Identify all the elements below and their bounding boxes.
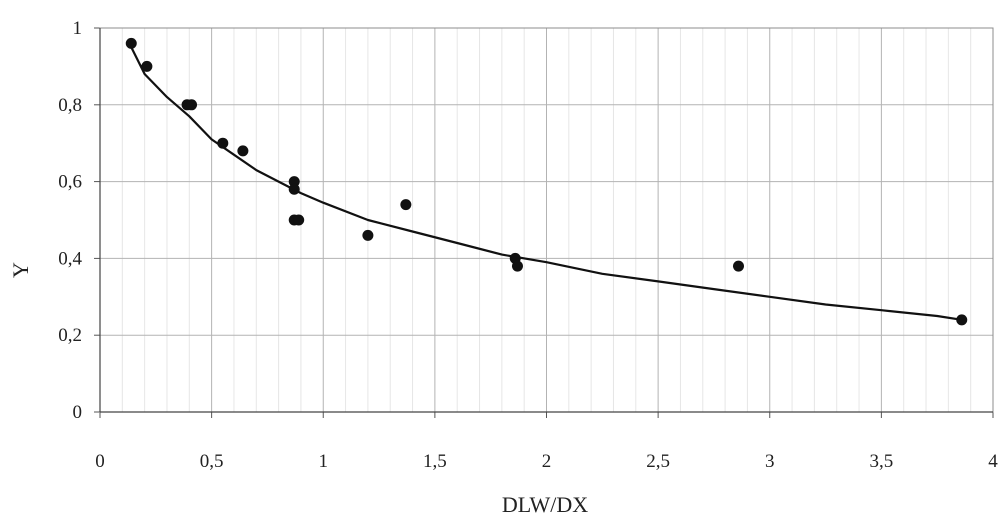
data-points [125, 37, 968, 326]
x-tick-label: 4 [988, 451, 998, 472]
x-tick-label: 1 [319, 451, 329, 472]
x-tick-label: 1,5 [423, 451, 447, 472]
data-point [400, 199, 412, 211]
y-tick-label: 0 [73, 402, 83, 423]
tick-labels: 0 0,5 1 1,5 2 2,5 3 3,5 4 0 0,2 0,4 0,6 0,8 1 [58, 18, 998, 472]
data-point [288, 176, 300, 188]
y-tick-label: 0,2 [58, 325, 82, 346]
data-point [237, 145, 249, 157]
y-tick-label: 0,6 [58, 172, 82, 193]
data-point [125, 37, 137, 49]
y-axis-title: Y [8, 262, 33, 278]
data-point [956, 314, 968, 326]
data-point [288, 183, 300, 195]
axes [94, 27, 994, 418]
data-point [186, 99, 198, 111]
x-tick-label: 2,5 [646, 451, 670, 472]
y-tick-label: 1 [73, 18, 83, 39]
data-point [732, 260, 744, 272]
data-point [217, 137, 229, 149]
trend-curve [130, 46, 962, 321]
x-tick-label: 0,5 [200, 451, 224, 472]
trend-curve-layer [130, 46, 962, 321]
x-tick-label: 0 [95, 451, 105, 472]
data-point [362, 229, 374, 241]
y-tick-label: 0,4 [58, 248, 82, 269]
x-tick-label: 3,5 [870, 451, 894, 472]
y-tick-label: 0,8 [58, 95, 82, 116]
data-point [511, 260, 523, 272]
data-point [141, 60, 153, 72]
x-tick-label: 3 [765, 451, 775, 472]
x-axis-title: DLW/DX [502, 492, 588, 517]
data-point [293, 214, 305, 226]
grid [99, 27, 994, 413]
x-tick-label: 2 [542, 451, 552, 472]
